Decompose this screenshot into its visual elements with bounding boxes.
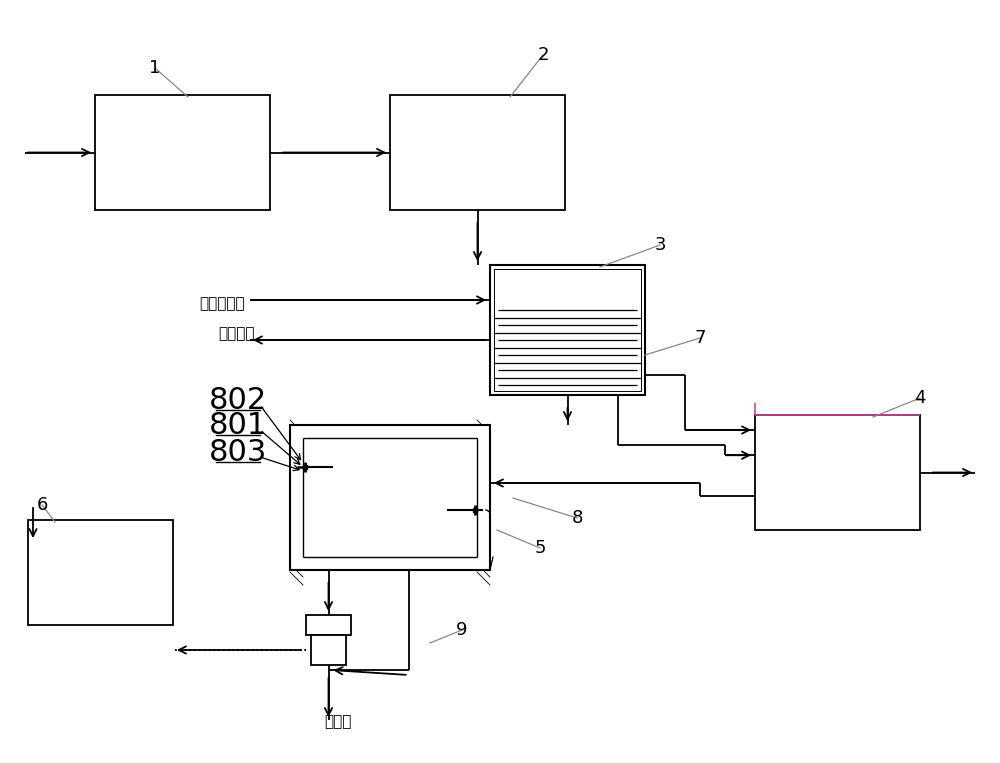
Bar	[494, 269, 641, 391]
Bar	[290, 425, 490, 570]
Bar	[755, 415, 920, 530]
Bar	[303, 465, 307, 469]
Text: 8: 8	[571, 509, 583, 527]
Bar	[306, 615, 351, 635]
Text: 3: 3	[654, 236, 666, 254]
Bar	[490, 265, 645, 395]
Text: 5: 5	[534, 539, 546, 557]
Text: 2: 2	[537, 46, 549, 64]
Bar	[95, 95, 270, 210]
Text: 801: 801	[209, 410, 267, 439]
Text: 802: 802	[209, 385, 267, 414]
Text: 6: 6	[36, 496, 48, 514]
Text: 1: 1	[149, 59, 161, 77]
Text: 9: 9	[456, 621, 468, 639]
Text: 4: 4	[914, 389, 926, 407]
Text: 7: 7	[694, 329, 706, 347]
Bar	[390, 95, 565, 210]
Bar	[28, 520, 173, 625]
Bar	[473, 508, 477, 512]
Text: 水出口: 水出口	[324, 714, 352, 729]
Text: 介质出口: 介质出口	[219, 327, 255, 342]
Text: 803: 803	[209, 437, 267, 466]
Bar	[311, 635, 346, 665]
Text: 冷介质入口: 冷介质入口	[199, 297, 245, 311]
